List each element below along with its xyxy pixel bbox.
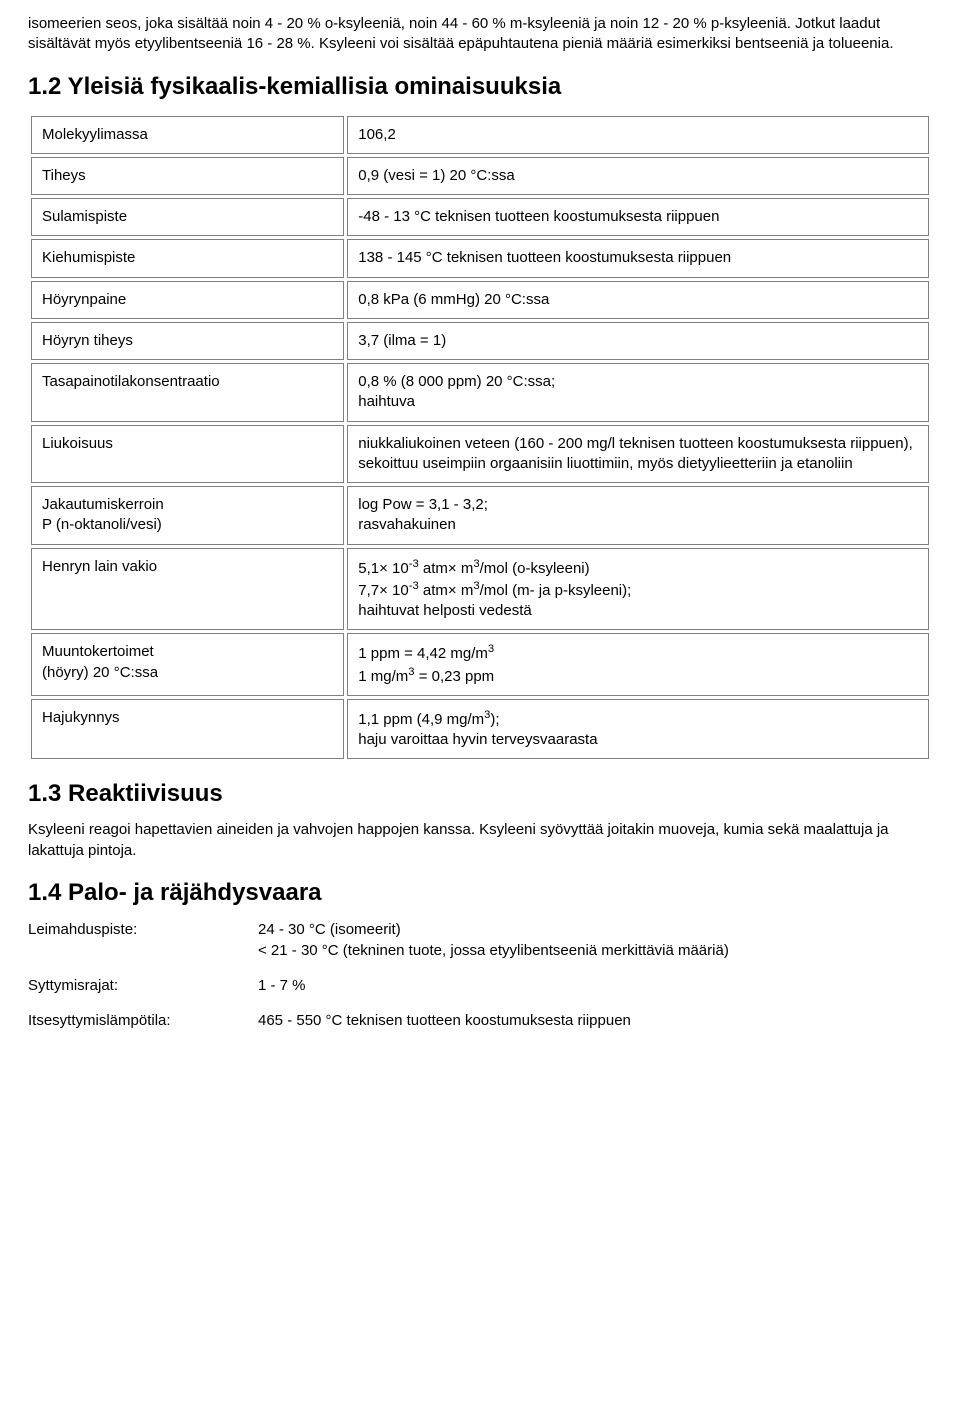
haju-line2: haju varoittaa hyvin terveysvaarasta <box>358 731 597 748</box>
table-row: Kiehumispiste 138 - 145 °C teknisen tuot… <box>31 239 929 277</box>
prop-label: Hajukynnys <box>31 699 344 760</box>
prop-value: 1,1 ppm (4,9 mg/m3); haju varoittaa hyvi… <box>347 699 929 760</box>
haju-line1-post: ); <box>490 711 499 728</box>
prop-label: Liukoisuus <box>31 425 344 484</box>
prop-value: 0,9 (vesi = 1) 20 °C:ssa <box>347 157 929 195</box>
table-row: Höyryn tiheys 3,7 (ilma = 1) <box>31 322 929 360</box>
table-row: Molekyylimassa 106,2 <box>31 116 929 154</box>
fire-row: Syttymisrajat: 1 - 7 % <box>28 975 932 996</box>
prop-label: Kiehumispiste <box>31 239 344 277</box>
fire-label: Itsesyttymislämpötila: <box>28 1010 258 1031</box>
fire-properties: Leimahduspiste: 24 - 30 °C (isomeerit)< … <box>28 919 932 1031</box>
henryn-line2-mid: atm× m <box>419 582 474 599</box>
henryn-line1-pre: 5,1× 10 <box>358 560 408 577</box>
prop-value: -48 - 13 °C teknisen tuotteen koostumuks… <box>347 198 929 236</box>
fire-value: 1 - 7 % <box>258 975 932 996</box>
prop-label: Tasapainotilakonsentraatio <box>31 363 344 422</box>
henryn-line2-post: /mol (m- ja p-ksyleeni); <box>480 582 632 599</box>
section-1-3-title: 1.3 Reaktiivisuus <box>28 780 932 808</box>
table-row: Höyrynpaine 0,8 kPa (6 mmHg) 20 °C:ssa <box>31 281 929 319</box>
table-row: Henryn lain vakio 5,1× 10-3 atm× m3/mol … <box>31 548 929 631</box>
section-1-2-title: 1.2 Yleisiä fysikaalis-kemiallisia omina… <box>28 73 932 101</box>
intro-paragraph: isomeerien seos, joka sisältää noin 4 - … <box>28 14 932 55</box>
muunto-line2-pre: 1 mg/m <box>358 668 408 685</box>
prop-label: Höyrynpaine <box>31 281 344 319</box>
henryn-line1-sup: -3 <box>409 558 419 570</box>
table-row: Tasapainotilakonsentraatio 0,8 % (8 000 … <box>31 363 929 422</box>
table-row: JakautumiskerroinP (n-oktanoli/vesi) log… <box>31 486 929 545</box>
fire-value: 465 - 550 °C teknisen tuotteen koostumuk… <box>258 1010 932 1031</box>
fire-value: 24 - 30 °C (isomeerit)< 21 - 30 °C (tekn… <box>258 919 932 961</box>
prop-label: Sulamispiste <box>31 198 344 236</box>
henryn-line3: haihtuvat helposti vedestä <box>358 602 531 619</box>
prop-value: 0,8 kPa (6 mmHg) 20 °C:ssa <box>347 281 929 319</box>
muunto-line1-sup: 3 <box>488 643 494 655</box>
prop-label: Höyryn tiheys <box>31 322 344 360</box>
fire-row: Leimahduspiste: 24 - 30 °C (isomeerit)< … <box>28 919 932 961</box>
properties-table: Molekyylimassa 106,2 Tiheys 0,9 (vesi = … <box>28 113 932 763</box>
prop-value: 138 - 145 °C teknisen tuotteen koostumuk… <box>347 239 929 277</box>
table-row: Hajukynnys 1,1 ppm (4,9 mg/m3); haju var… <box>31 699 929 760</box>
prop-label: Muuntokertoimet(höyry) 20 °C:ssa <box>31 633 344 696</box>
muunto-line2-post: = 0,23 ppm <box>415 668 495 685</box>
henryn-line1-mid: atm× m <box>419 560 474 577</box>
prop-label: Molekyylimassa <box>31 116 344 154</box>
prop-value: niukkaliukoinen veteen (160 - 200 mg/l t… <box>347 425 929 484</box>
table-row: Liukoisuus niukkaliukoinen veteen (160 -… <box>31 425 929 484</box>
prop-label: Henryn lain vakio <box>31 548 344 631</box>
table-row: Sulamispiste -48 - 13 °C teknisen tuotte… <box>31 198 929 236</box>
prop-value: 5,1× 10-3 atm× m3/mol (o-ksyleeni) 7,7× … <box>347 548 929 631</box>
prop-label: JakautumiskerroinP (n-oktanoli/vesi) <box>31 486 344 545</box>
prop-value: 106,2 <box>347 116 929 154</box>
haju-line1-pre: 1,1 ppm (4,9 mg/m <box>358 711 484 728</box>
henryn-line2-sup: -3 <box>409 580 419 592</box>
fire-label: Syttymisrajat: <box>28 975 258 996</box>
fire-row: Itsesyttymislämpötila: 465 - 550 °C tekn… <box>28 1010 932 1031</box>
prop-value: 1 ppm = 4,42 mg/m3 1 mg/m3 = 0,23 ppm <box>347 633 929 696</box>
prop-value: 0,8 % (8 000 ppm) 20 °C:ssa;haihtuva <box>347 363 929 422</box>
henryn-line2-pre: 7,7× 10 <box>358 582 408 599</box>
muunto-line1-pre: 1 ppm = 4,42 mg/m <box>358 645 488 662</box>
fire-label: Leimahduspiste: <box>28 919 258 961</box>
prop-label: Tiheys <box>31 157 344 195</box>
prop-value: 3,7 (ilma = 1) <box>347 322 929 360</box>
table-row: Tiheys 0,9 (vesi = 1) 20 °C:ssa <box>31 157 929 195</box>
henryn-line1-post: /mol (o-ksyleeni) <box>480 560 590 577</box>
section-1-3-paragraph: Ksyleeni reagoi hapettavien aineiden ja … <box>28 820 932 861</box>
prop-value: log Pow = 3,1 - 3,2;rasvahakuinen <box>347 486 929 545</box>
section-1-4-title: 1.4 Palo- ja räjähdysvaara <box>28 879 932 907</box>
table-row: Muuntokertoimet(höyry) 20 °C:ssa 1 ppm =… <box>31 633 929 696</box>
